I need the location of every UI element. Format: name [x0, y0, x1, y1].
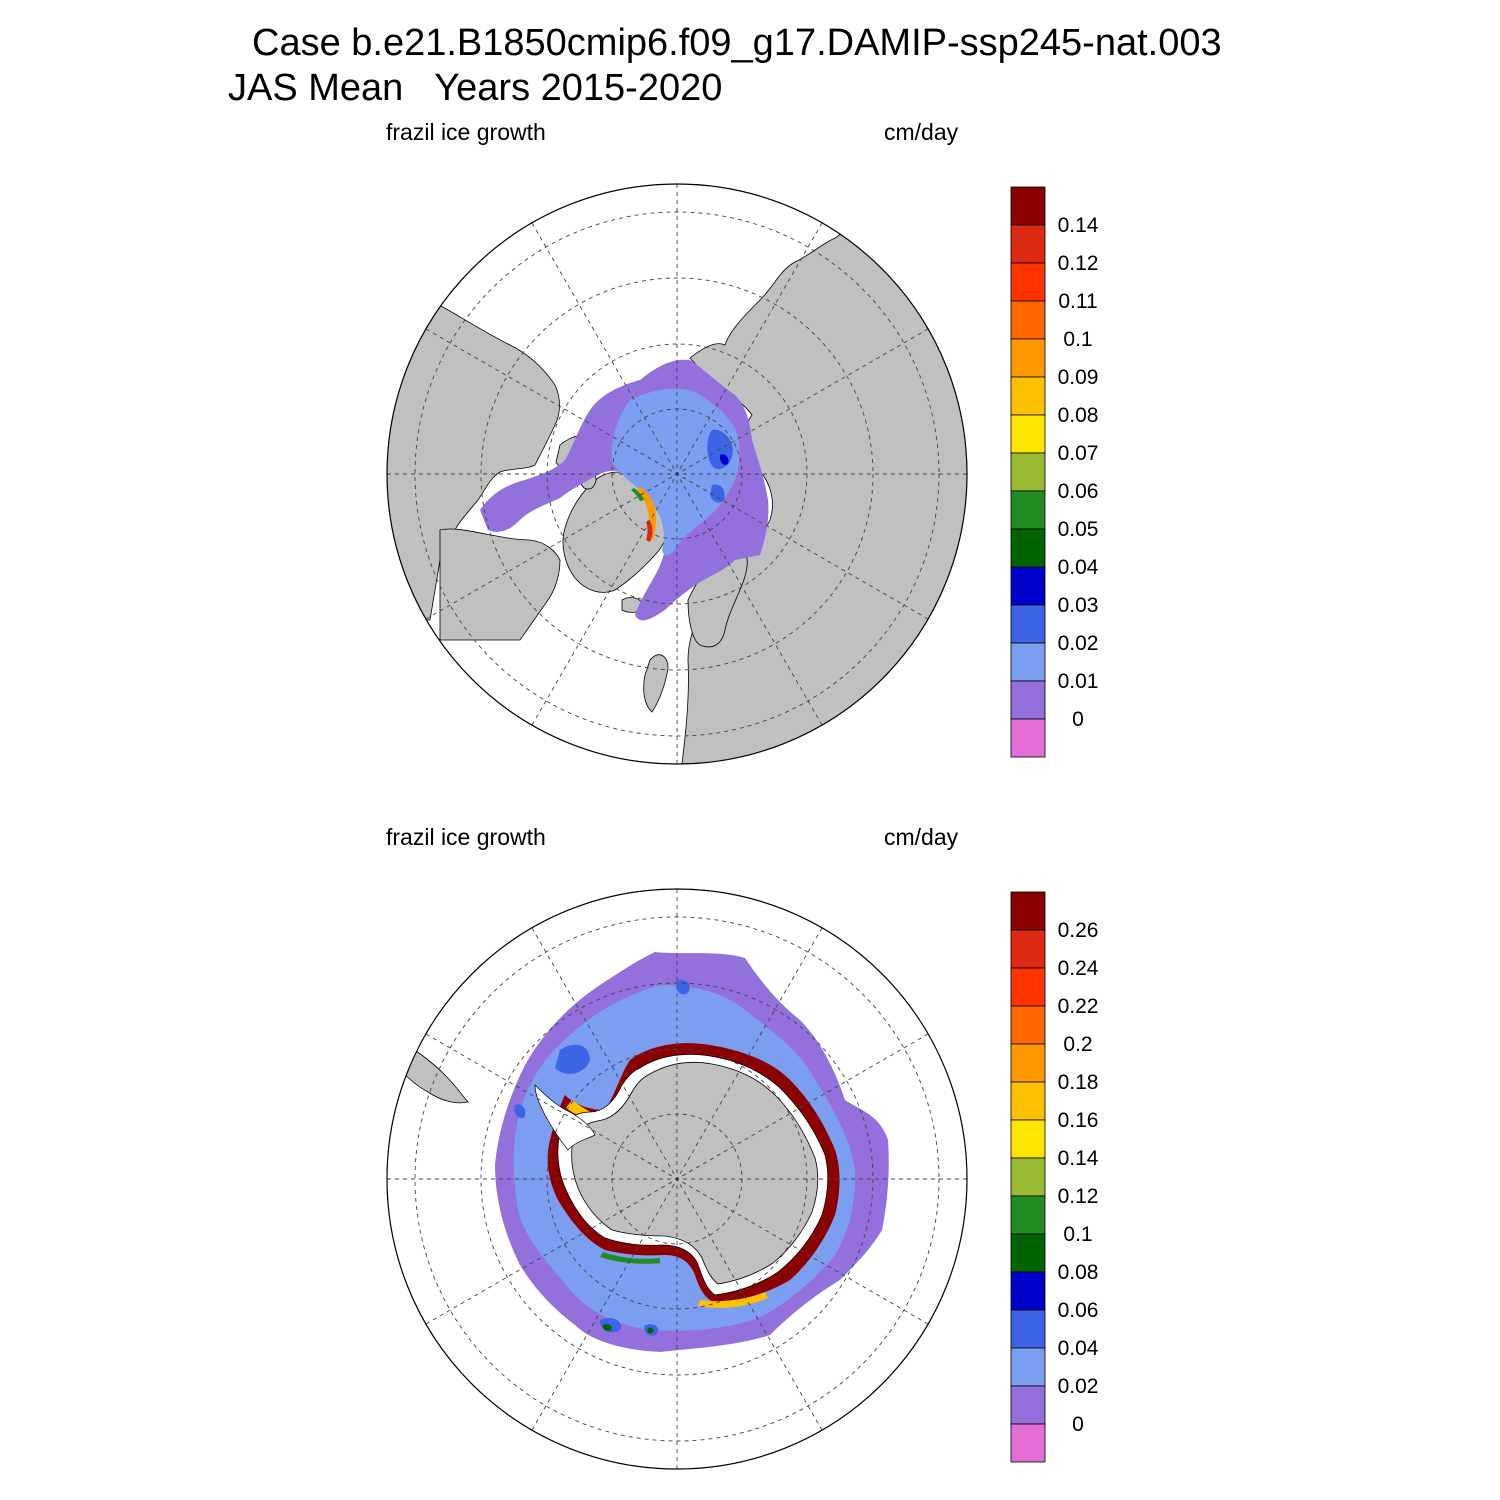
south-colorbar-swatch [1010, 967, 1046, 1007]
north-colorbar-tick-label: 0.14 [1058, 214, 1099, 237]
plot-title-line-1: Case b.e21.B1850cmip6.f09_g17.DAMIP-ssp2… [252, 22, 1222, 64]
north-colorbar-swatch [1010, 300, 1046, 340]
south-colorbar-swatch [1010, 1233, 1046, 1273]
north-colorbar: 0.14 0.12 0.11 0.1 0.09 0.08 0.07 0.06 0.05 0.04 0… [1010, 186, 1099, 758]
north-frazil-blue-patch [707, 429, 733, 503]
south-colorbar-tick-label: 0.08 [1058, 1261, 1099, 1284]
south-graticule [387, 889, 967, 1469]
south-colorbar-tick-label: 0.14 [1058, 1147, 1099, 1170]
north-colorbar-swatch [1010, 414, 1046, 454]
south-colorbar-tick-label: 0.12 [1058, 1185, 1099, 1208]
north-frazil-light-blue-region [611, 388, 740, 556]
north-panel-units-label: cm/day [884, 119, 959, 145]
north-colorbar-swatch [1010, 490, 1046, 530]
south-colorbar-swatch [1010, 1119, 1046, 1159]
south-panel-variable-label: frazil ice growth [386, 824, 546, 850]
north-colorbar-tick-label: 0.05 [1058, 518, 1099, 541]
south-colorbar-swatch [1010, 1423, 1046, 1463]
south-colorbar-swatch [1010, 1385, 1046, 1425]
south-colorbar-tick-label: 0.2 [1063, 1033, 1092, 1056]
north-colorbar-swatch [1010, 376, 1046, 416]
north-colorbar-swatch [1010, 186, 1046, 226]
south-colorbar-swatch [1010, 1271, 1046, 1311]
south-polar-map [386, 888, 968, 1470]
north-colorbar-tick-label: 0.09 [1058, 366, 1099, 389]
south-colorbar-tick-label: 0.02 [1058, 1375, 1099, 1398]
north-colorbar-tick-label: 0.1 [1063, 328, 1092, 351]
north-colorbar-tick-label: 0.06 [1058, 480, 1099, 503]
south-panel-units-label: cm/day [884, 824, 959, 850]
north-colorbar-swatch [1010, 224, 1046, 264]
north-frazil-dark-blue-spot [719, 454, 729, 465]
south-colorbar-tick-label: 0.1 [1063, 1223, 1092, 1246]
south-colorbar-swatch [1010, 1081, 1046, 1121]
south-colorbar-swatch [1010, 1347, 1046, 1387]
south-colorbar-tick-label: 0.16 [1058, 1109, 1099, 1132]
north-frazil-green-strip [631, 488, 644, 501]
south-colorbar-swatch [1010, 1043, 1046, 1083]
north-colorbar-swatch [1010, 604, 1046, 644]
north-colorbar-tick-label: 0.07 [1058, 442, 1099, 465]
south-frazil-blue-patches [514, 979, 690, 1336]
north-colorbar-swatch [1010, 566, 1046, 606]
north-colorbar-tick-label: 0.12 [1058, 252, 1099, 275]
north-colorbar-tick-label: 0.04 [1058, 556, 1099, 579]
south-colorbar-tick-label: 0.26 [1058, 919, 1099, 942]
south-colorbar-swatch [1010, 929, 1046, 969]
south-colorbar: 0.26 0.24 0.22 0.2 0.18 0.16 0.14 0.12 0.1 0.08 0.… [1010, 891, 1099, 1463]
north-colorbar-swatch [1010, 452, 1046, 492]
plot-title-line-2: JAS Mean Years 2015-2020 [228, 67, 723, 109]
north-panel-variable-label: frazil ice growth [386, 119, 546, 145]
north-america-land [387, 299, 560, 621]
north-colorbar-swatch [1010, 338, 1046, 378]
north-graticule [387, 184, 967, 764]
south-colorbar-swatch [1010, 1195, 1046, 1235]
north-colorbar-tick-label: 0.11 [1058, 290, 1097, 313]
south-colorbar-swatch [1010, 891, 1046, 931]
south-colorbar-swatch [1010, 1157, 1046, 1197]
north-colorbar-swatch [1010, 718, 1046, 758]
north-colorbar-swatch [1010, 642, 1046, 682]
south-frazil-green-spots [602, 1323, 654, 1334]
north-frazil-red-strip [646, 520, 653, 542]
south-colorbar-tick-label: 0.24 [1058, 957, 1099, 980]
north-colorbar-swatch [1010, 680, 1046, 720]
south-colorbar-tick-label: 0 [1072, 1413, 1084, 1436]
north-colorbar-tick-label: 0.03 [1058, 594, 1099, 617]
south-colorbar-swatch [1010, 1005, 1046, 1045]
north-colorbar-tick-label: 0.08 [1058, 404, 1099, 427]
north-colorbar-tick-label: 0 [1072, 708, 1084, 731]
south-frazil-coastal-green-edge [600, 1252, 660, 1264]
north-colorbar-swatch [1010, 528, 1046, 568]
north-colorbar-tick-label: 0.02 [1058, 632, 1099, 655]
south-antarctica-land [571, 1061, 819, 1285]
south-colorbar-tick-label: 0.18 [1058, 1071, 1099, 1094]
north-colorbar-swatch [1010, 262, 1046, 302]
north-canada-south-land [439, 528, 561, 641]
south-colorbar-tick-label: 0.04 [1058, 1337, 1099, 1360]
south-colorbar-tick-label: 0.22 [1058, 995, 1099, 1018]
north-colorbar-tick-label: 0.01 [1058, 670, 1099, 693]
south-colorbar-swatch [1010, 1309, 1046, 1349]
north-polar-map [386, 183, 968, 765]
south-colorbar-tick-label: 0.06 [1058, 1299, 1099, 1322]
